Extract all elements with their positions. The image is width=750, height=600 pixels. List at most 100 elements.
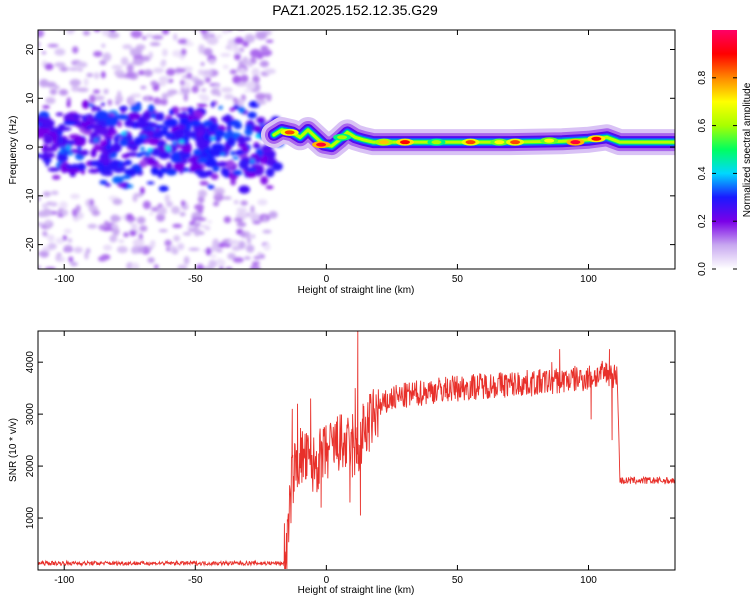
noise-cell bbox=[233, 98, 239, 105]
noise-cell bbox=[188, 247, 200, 251]
noise-cell bbox=[210, 136, 216, 141]
noise-cell bbox=[235, 82, 247, 87]
noise-cell bbox=[193, 148, 202, 156]
noise-cell bbox=[169, 143, 178, 153]
noise-cell bbox=[213, 128, 226, 138]
noise-cell bbox=[141, 134, 147, 139]
noise-cell bbox=[38, 116, 48, 123]
noise-cell bbox=[245, 167, 257, 172]
noise-cell bbox=[238, 185, 250, 194]
noise-cell bbox=[257, 199, 268, 206]
noise-cell bbox=[58, 89, 69, 96]
snr-panel: -100 -50 0 50 100 1000 2000 3000 4000 Height of… bbox=[8, 330, 676, 596]
y-tick-label: -10 bbox=[25, 188, 36, 203]
noise-cell bbox=[36, 24, 45, 30]
noise-cell bbox=[260, 45, 269, 52]
x-tick-label: 50 bbox=[452, 274, 464, 285]
noise-cell bbox=[59, 146, 65, 151]
noise-cell bbox=[176, 113, 189, 119]
noise-cell bbox=[49, 88, 58, 95]
noise-cell bbox=[64, 164, 79, 169]
noise-cell bbox=[245, 123, 253, 130]
colorbar-tick-label: 0.8 bbox=[697, 70, 708, 84]
noise-cell bbox=[152, 67, 165, 74]
noise-cell bbox=[152, 138, 160, 144]
noise-cell bbox=[39, 124, 51, 129]
noise-cell bbox=[160, 60, 167, 67]
noise-cell bbox=[265, 185, 274, 190]
noise-cell bbox=[208, 123, 216, 133]
noise-cell bbox=[236, 221, 247, 228]
noise-cell bbox=[253, 256, 262, 260]
noise-cell bbox=[155, 99, 166, 105]
noise-cell bbox=[189, 119, 201, 127]
noise-cell bbox=[191, 217, 204, 221]
noise-cell bbox=[260, 175, 269, 185]
noise-cell bbox=[135, 152, 143, 158]
noise-cell bbox=[120, 175, 132, 180]
noise-cell bbox=[42, 191, 51, 197]
noise-cell bbox=[100, 102, 105, 107]
noise-cell bbox=[250, 214, 260, 222]
noise-cell bbox=[219, 266, 224, 269]
noise-cell bbox=[232, 169, 243, 176]
noise-cell bbox=[45, 81, 57, 88]
noise-cell bbox=[45, 97, 56, 105]
noise-cell bbox=[119, 137, 129, 147]
noise-cell bbox=[104, 24, 109, 29]
noise-cell bbox=[60, 66, 68, 72]
noise-cell bbox=[89, 198, 94, 206]
noise-cell bbox=[145, 96, 150, 102]
spectral-hotspot-core bbox=[379, 140, 390, 145]
noise-cell bbox=[194, 204, 205, 211]
noise-cell bbox=[234, 53, 241, 61]
noise-cell bbox=[71, 23, 77, 29]
noise-cell bbox=[65, 147, 71, 152]
noise-cell bbox=[161, 48, 168, 57]
noise-cell bbox=[61, 209, 69, 216]
noise-cell bbox=[223, 216, 232, 224]
noise-cell bbox=[38, 30, 45, 38]
noise-cell bbox=[92, 89, 101, 94]
noise-cell bbox=[150, 207, 158, 211]
noise-cell bbox=[76, 162, 86, 172]
noise-cell bbox=[264, 68, 276, 75]
noise-cell bbox=[94, 127, 105, 135]
noise-cell bbox=[111, 223, 119, 229]
noise-cell bbox=[193, 169, 205, 175]
noise-cell bbox=[221, 115, 231, 122]
noise-cell bbox=[112, 198, 123, 205]
noise-cell bbox=[237, 67, 247, 74]
noise-cell bbox=[186, 38, 191, 46]
noise-cell bbox=[56, 26, 65, 29]
noise-cell bbox=[208, 58, 216, 65]
noise-cell bbox=[144, 128, 151, 133]
noise-cell bbox=[86, 125, 93, 130]
spectrogram-x-ticks: -100 -50 0 50 100 bbox=[54, 30, 597, 285]
spectrogram-frame bbox=[37, 29, 676, 270]
noise-cell bbox=[157, 206, 167, 216]
noise-cell bbox=[93, 138, 99, 143]
noise-cell bbox=[238, 106, 245, 114]
noise-cell bbox=[39, 250, 50, 258]
noise-cell bbox=[122, 44, 133, 50]
noise-cell bbox=[183, 93, 189, 102]
noise-cell bbox=[75, 204, 81, 213]
noise-cell bbox=[241, 146, 249, 152]
noise-cell bbox=[243, 89, 252, 93]
noise-cell bbox=[234, 47, 241, 55]
noise-cell bbox=[38, 195, 42, 202]
noise-cell bbox=[262, 229, 272, 234]
noise-cell bbox=[89, 160, 104, 167]
noise-cell bbox=[45, 161, 50, 167]
noise-cell bbox=[169, 135, 178, 141]
noise-cell bbox=[237, 97, 245, 107]
spectrogram-heatmap bbox=[36, 23, 675, 269]
noise-cell bbox=[233, 217, 243, 222]
noise-cell bbox=[86, 73, 94, 78]
noise-cell bbox=[145, 152, 151, 157]
noise-cell bbox=[204, 76, 211, 83]
noise-cell bbox=[156, 213, 166, 222]
noise-cell bbox=[138, 70, 146, 76]
noise-cell bbox=[224, 93, 234, 100]
